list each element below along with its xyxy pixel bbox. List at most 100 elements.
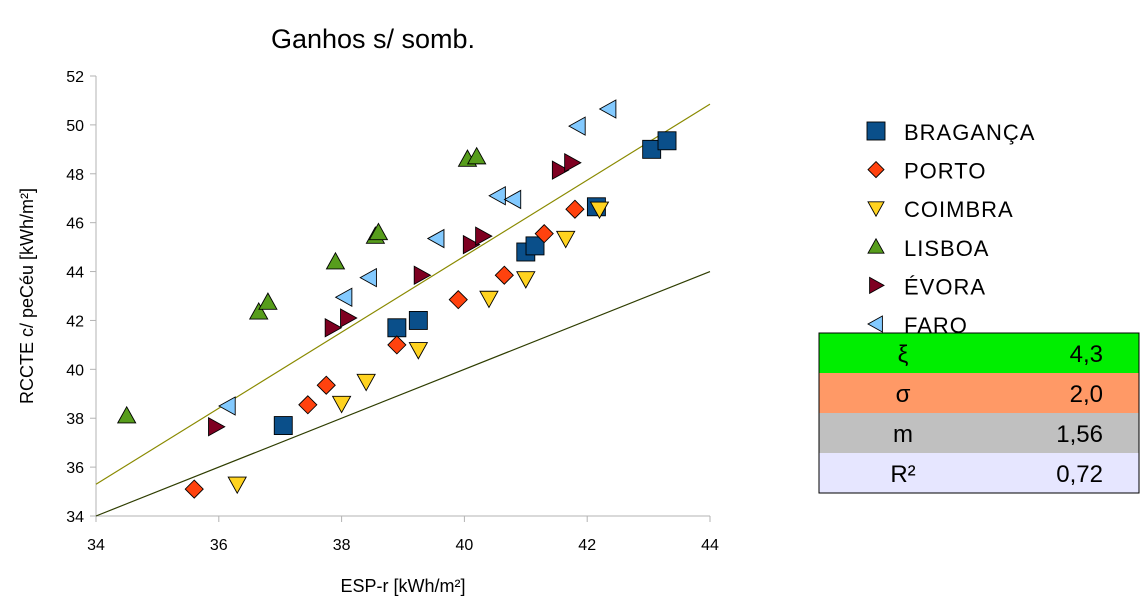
point-coimbra-7 xyxy=(589,201,610,220)
y-tick-label-3: 40 xyxy=(66,362,84,379)
point-porto-3 xyxy=(387,335,407,355)
stats-value-3: 0,72 xyxy=(1056,461,1103,488)
point-coimbra-1 xyxy=(331,395,352,414)
point-faro-4 xyxy=(488,186,506,206)
point-porto-7 xyxy=(565,199,585,219)
point-faro-2 xyxy=(359,267,377,288)
y-tick-label-4: 42 xyxy=(66,313,84,330)
point-porto-2 xyxy=(316,375,336,395)
legend-label-coimbra: COIMBRA xyxy=(904,197,1014,222)
y-tick-label-8: 50 xyxy=(66,118,84,135)
point-braganca-7 xyxy=(657,131,677,151)
stats-symbol-3: R² xyxy=(890,461,915,488)
point-faro-3 xyxy=(426,228,445,249)
series-coimbra xyxy=(227,201,610,495)
stats-value-0: 4,3 xyxy=(1070,341,1103,368)
x-ticks: 34 36 38 40 42 44 xyxy=(87,516,719,554)
stats-row-bg-1 xyxy=(819,373,1139,413)
x-tick-label-5: 44 xyxy=(701,537,719,554)
x-tick-label-0: 34 xyxy=(87,537,105,554)
legend-item-porto: PORTO xyxy=(867,159,986,184)
x-tick-label-2: 38 xyxy=(333,537,351,554)
point-lisboa-2 xyxy=(258,292,278,310)
stats-table-border xyxy=(818,332,1140,494)
legend-marker-porto xyxy=(867,160,885,179)
point-porto-4 xyxy=(448,290,468,310)
y-tick-label-0: 34 xyxy=(66,509,84,526)
legend-label-braganca: BRAGANÇA xyxy=(904,120,1035,145)
point-coimbra-0 xyxy=(227,476,247,495)
stats-symbol-2: m xyxy=(893,421,913,448)
markers xyxy=(116,99,677,499)
point-lisboa-1 xyxy=(248,301,269,320)
plot-area: 34 36 38 40 42 44 46 48 50 52 34 36 38 40 42 44 xyxy=(66,69,719,554)
stats-symbol-1: σ xyxy=(896,381,911,408)
y-ticks: 34 36 38 40 42 44 46 48 50 52 xyxy=(66,69,96,526)
chart-title: Ganhos s/ somb. xyxy=(271,24,475,54)
point-faro-1 xyxy=(334,287,353,307)
point-evora-4 xyxy=(462,234,481,255)
stats-row-3: R² 0,72 xyxy=(819,453,1139,493)
stats-row-bg-2 xyxy=(819,413,1139,453)
legend-marker-evora xyxy=(869,276,885,295)
point-evora-7 xyxy=(564,153,582,173)
series-evora xyxy=(208,153,582,437)
stats-table: ξ 4,3 σ 2,0 m 1,56 R² 0,72 xyxy=(818,332,1140,494)
point-porto-5 xyxy=(494,265,514,285)
point-faro-0 xyxy=(218,396,236,416)
point-braganca-1 xyxy=(387,318,407,338)
point-faro-5 xyxy=(503,189,522,210)
legend-item-lisboa: LISBOA xyxy=(867,236,989,261)
legend-marker-faro xyxy=(867,315,883,333)
x-axis-label: ESP-r [kWh/m²] xyxy=(341,576,466,596)
stats-row-1: σ 2,0 xyxy=(819,373,1139,413)
reference-line xyxy=(95,270,711,517)
y-tick-label-1: 36 xyxy=(66,460,84,477)
point-lisboa-5 xyxy=(368,222,389,241)
y-tick-label-6: 46 xyxy=(66,216,84,233)
legend-marker-coimbra xyxy=(867,201,885,218)
point-coimbra-3 xyxy=(408,342,429,360)
y-tick-label-7: 48 xyxy=(66,167,84,184)
legend-label-porto: PORTO xyxy=(904,159,986,184)
series-lisboa xyxy=(116,146,487,424)
point-evora-6 xyxy=(551,160,570,180)
stats-row-bg-3 xyxy=(819,453,1139,493)
legend-marker-lisboa xyxy=(867,237,885,254)
stats-row-0: ξ 4,3 xyxy=(819,333,1139,373)
stats-row-2: m 1,56 xyxy=(819,413,1139,453)
point-lisboa-3 xyxy=(325,251,346,270)
series-faro xyxy=(218,99,617,416)
point-coimbra-5 xyxy=(516,271,536,289)
y-tick-label-5: 44 xyxy=(66,265,84,282)
point-coimbra-4 xyxy=(479,290,499,309)
y-tick-label-9: 52 xyxy=(66,69,84,86)
legend-label-evora: ÉVORA xyxy=(904,274,986,299)
point-braganca-4 xyxy=(525,236,545,256)
series-braganca xyxy=(273,131,677,436)
legend-item-evora: ÉVORA xyxy=(869,274,986,299)
y-tick-label-2: 38 xyxy=(66,411,84,428)
point-braganca-0 xyxy=(273,416,293,436)
point-faro-6 xyxy=(568,116,586,136)
y-axis-label: RCCTE c/ peCéu [kWh/m²] xyxy=(17,188,37,404)
legend-label-lisboa: LISBOA xyxy=(904,236,989,261)
point-lisboa-7 xyxy=(466,146,487,165)
series-porto xyxy=(184,199,585,499)
stats-symbol-0: ξ xyxy=(898,341,909,368)
point-porto-6 xyxy=(534,224,554,244)
x-tick-label-1: 36 xyxy=(210,537,228,554)
point-evora-3 xyxy=(413,265,432,285)
point-faro-7 xyxy=(598,99,617,119)
legend-item-coimbra: COIMBRA xyxy=(867,197,1014,222)
stats-value-2: 1,56 xyxy=(1056,421,1103,448)
point-porto-1 xyxy=(298,395,318,415)
x-tick-label-3: 40 xyxy=(456,537,474,554)
fit-line xyxy=(95,103,711,485)
point-evora-0 xyxy=(208,417,226,437)
stats-row-bg-0 xyxy=(819,333,1139,373)
legend-item-braganca: BRAGANÇA xyxy=(866,120,1035,145)
point-braganca-2 xyxy=(408,310,428,330)
legend-marker-braganca xyxy=(866,121,886,141)
